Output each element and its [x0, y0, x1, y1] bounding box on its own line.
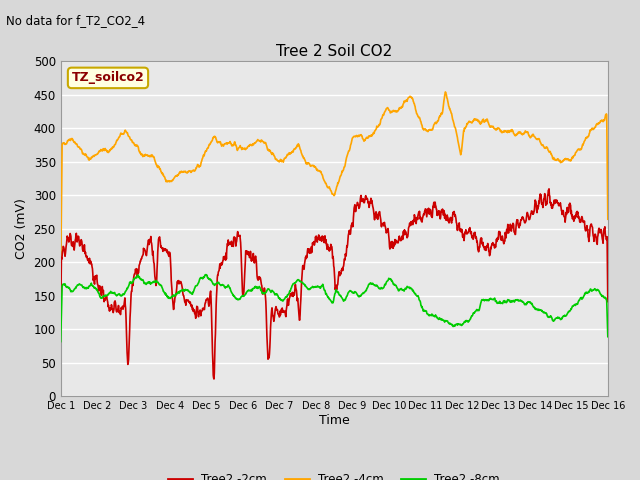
X-axis label: Time: Time	[319, 414, 349, 427]
Y-axis label: CO2 (mV): CO2 (mV)	[15, 198, 28, 259]
Text: TZ_soilco2: TZ_soilco2	[72, 72, 145, 84]
Title: Tree 2 Soil CO2: Tree 2 Soil CO2	[276, 44, 392, 59]
Text: No data for f_T2_CO2_4: No data for f_T2_CO2_4	[6, 14, 145, 27]
Legend: Tree2 -2cm, Tree2 -4cm, Tree2 -8cm: Tree2 -2cm, Tree2 -4cm, Tree2 -8cm	[164, 468, 505, 480]
